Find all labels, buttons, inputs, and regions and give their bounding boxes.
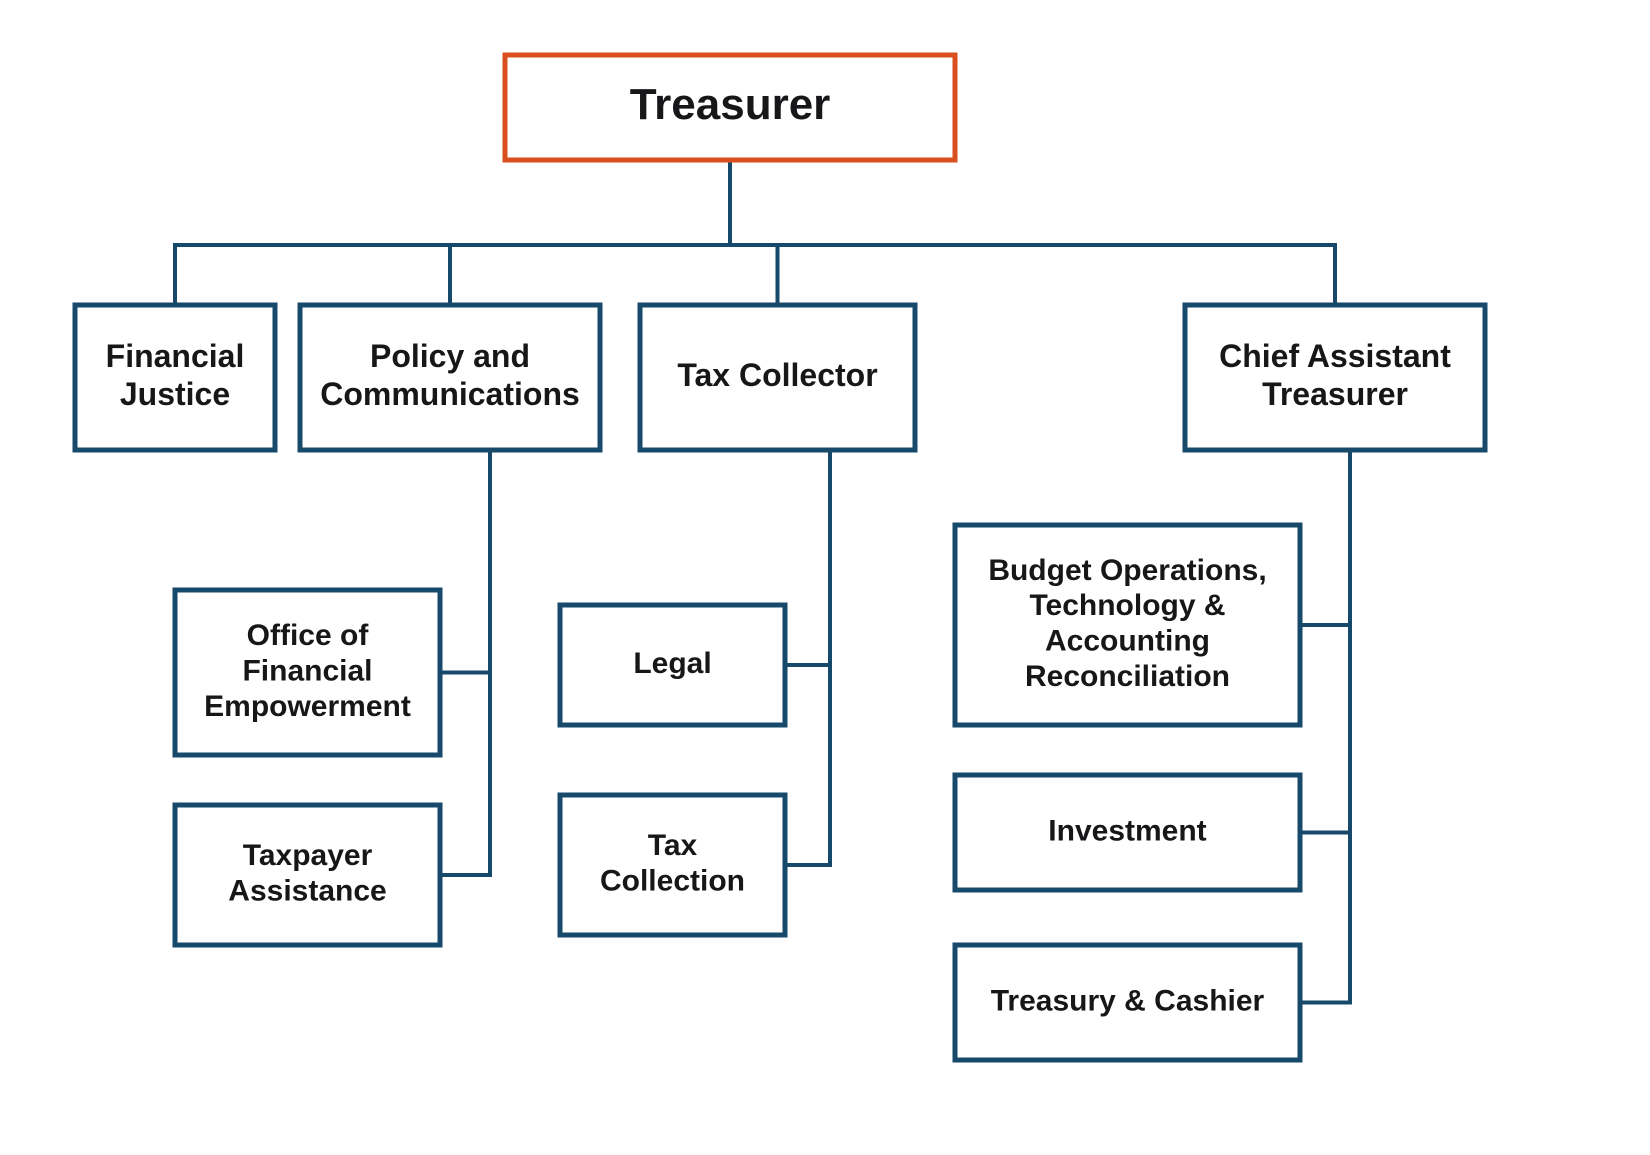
org-node-ofe: Office ofFinancialEmpowerment <box>175 590 440 755</box>
org-node-label: Legal <box>633 647 711 680</box>
org-node-tax: Tax Collector <box>640 305 915 450</box>
org-node-label: Investment <box>1048 814 1206 847</box>
org-node-tpa: TaxpayerAssistance <box>175 805 440 945</box>
org-nodes: Treasurer FinancialJustice Policy andCommu… <box>75 55 1485 1060</box>
org-node-pol: Policy andCommunications <box>300 305 600 450</box>
org-node-tcn: TaxCollection <box>560 795 785 935</box>
org-node-label: Treasury & Cashier <box>991 984 1265 1017</box>
org-node-fin: FinancialJustice <box>75 305 275 450</box>
org-node-label: Treasurer <box>630 80 831 129</box>
org-node-inv: Investment <box>955 775 1300 890</box>
org-node-cat: Chief AssistantTreasurer <box>1185 305 1485 450</box>
org-node-root: Treasurer <box>505 55 955 160</box>
org-node-leg: Legal <box>560 605 785 725</box>
org-node-label: FinancialJustice <box>106 338 245 412</box>
org-node-bud: Budget Operations,Technology &Accounting… <box>955 525 1300 725</box>
org-node-label: Tax Collector <box>677 357 877 393</box>
org-node-trc: Treasury & Cashier <box>955 945 1300 1060</box>
